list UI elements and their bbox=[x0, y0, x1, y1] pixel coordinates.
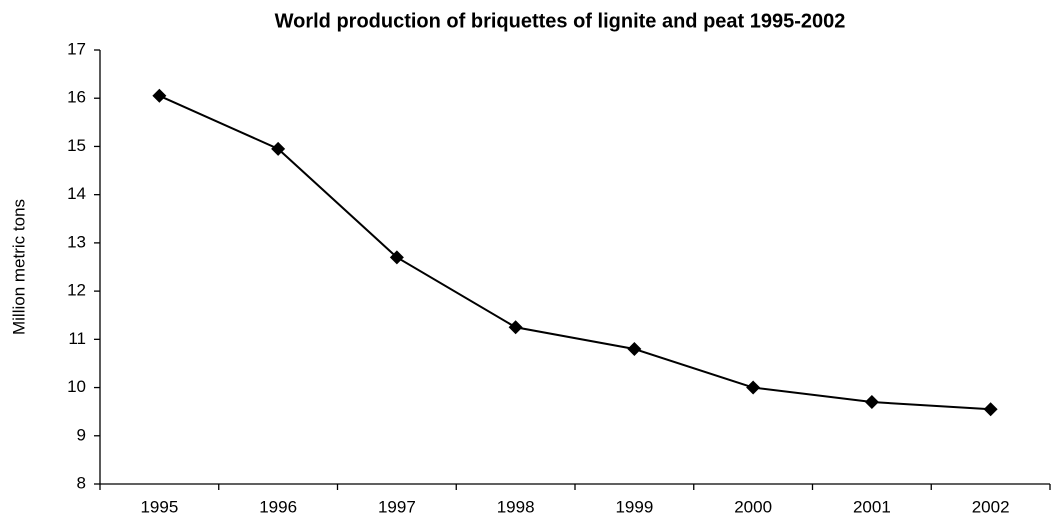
marker bbox=[983, 402, 998, 417]
x-tick-label: 2001 bbox=[853, 497, 891, 516]
x-tick-label: 2002 bbox=[972, 497, 1010, 516]
marker bbox=[508, 320, 523, 335]
y-tick-label: 14 bbox=[67, 184, 86, 203]
marker bbox=[389, 250, 404, 265]
chart-title: World production of briquettes of lignit… bbox=[275, 10, 846, 32]
y-tick-label: 10 bbox=[67, 377, 86, 396]
marker bbox=[152, 88, 167, 103]
marker bbox=[746, 380, 761, 395]
x-tick-label: 1997 bbox=[378, 497, 416, 516]
line bbox=[158, 94, 991, 411]
x-tick-label: 1999 bbox=[615, 497, 653, 516]
x-tick-label: 1998 bbox=[497, 497, 535, 516]
y-tick-label: 13 bbox=[67, 232, 86, 251]
x-tick-label: 2000 bbox=[734, 497, 772, 516]
x-tick-label: 1995 bbox=[140, 497, 178, 516]
y-tick-label: 8 bbox=[77, 473, 86, 492]
y-tick-label: 12 bbox=[67, 281, 86, 300]
y-tick-label: 9 bbox=[77, 425, 86, 444]
y-tick-label: 16 bbox=[67, 88, 86, 107]
marker bbox=[864, 395, 879, 410]
y-tick-label: 17 bbox=[67, 39, 86, 58]
y-tick-label: 15 bbox=[67, 136, 86, 155]
x-tick-label: 1996 bbox=[259, 497, 297, 516]
marker bbox=[627, 341, 642, 356]
y-axis-label: Million metric tons bbox=[9, 199, 28, 335]
y-tick-label: 11 bbox=[68, 329, 86, 348]
marker bbox=[271, 141, 286, 156]
